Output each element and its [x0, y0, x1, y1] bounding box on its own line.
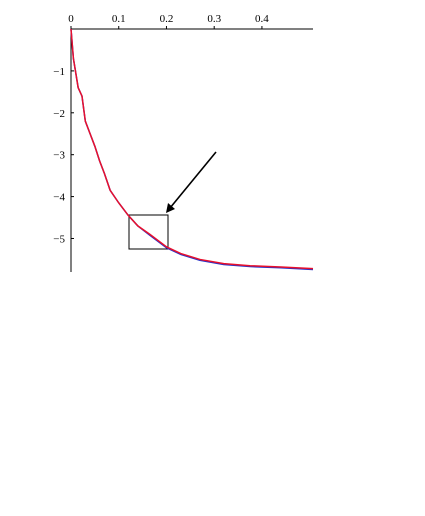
y-tick-label: −5: [53, 233, 65, 245]
x-tick-label: 0.1: [112, 13, 126, 25]
x-tick-label: 0.2: [160, 13, 174, 25]
x-tick-label: 0: [68, 13, 74, 25]
arrow-head: [166, 203, 175, 213]
x-tick-label: 0.4: [255, 13, 269, 25]
y-tick-label: −3: [53, 150, 65, 162]
x-tick-label: 0.3: [207, 13, 221, 25]
series-line: [70, 28, 314, 271]
zoom-box: [128, 214, 169, 250]
y-tick-label: −1: [53, 66, 65, 78]
y-tick-label: −2: [53, 108, 65, 120]
arrow: [169, 151, 217, 209]
y-tick-label: −4: [53, 192, 65, 204]
series-line: [70, 28, 314, 270]
